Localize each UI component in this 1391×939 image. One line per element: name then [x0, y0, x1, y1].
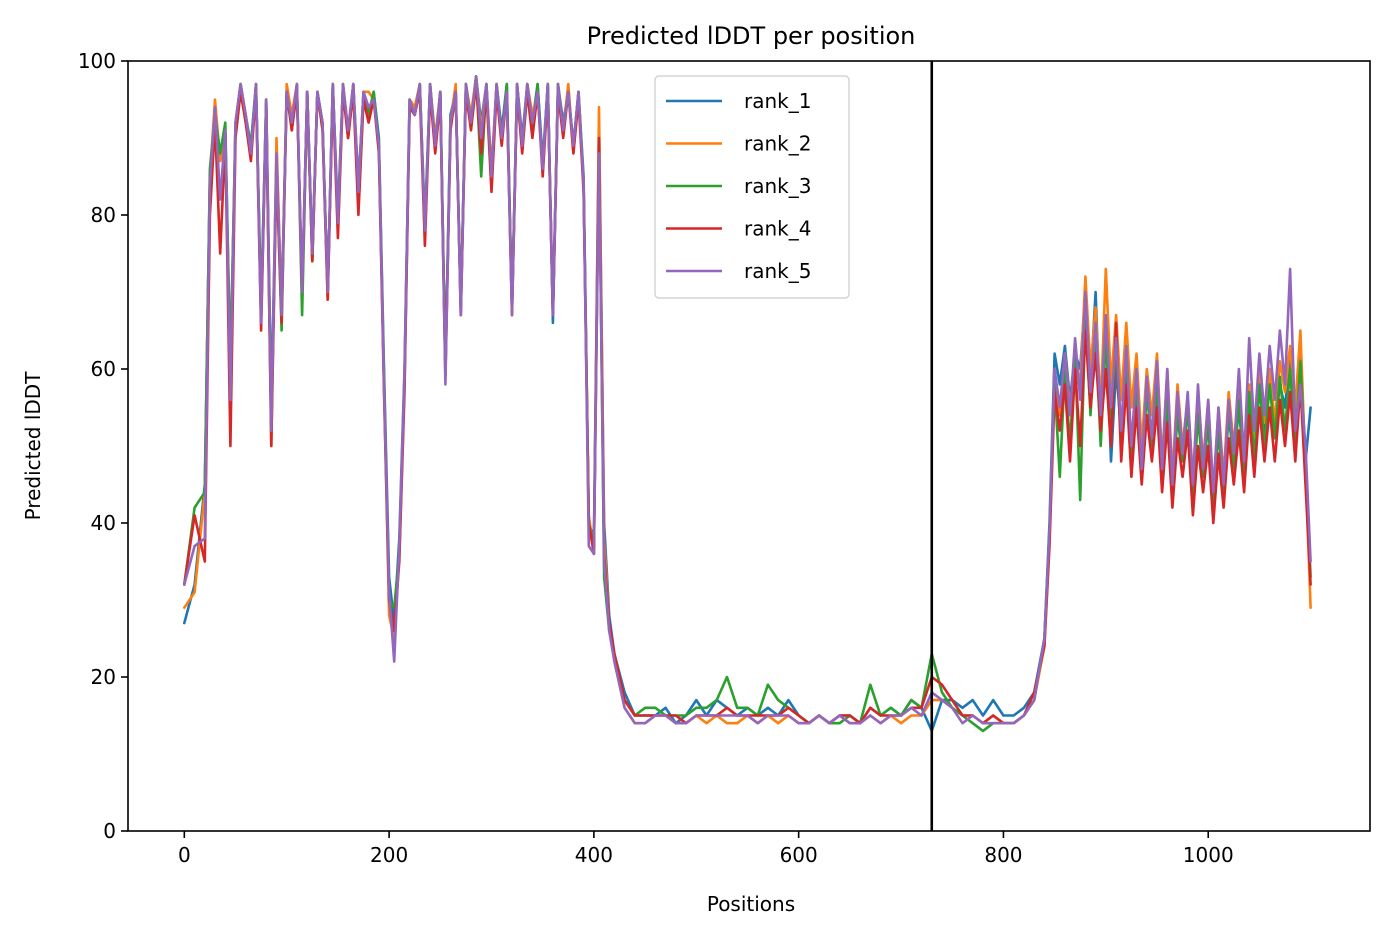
y-tick-label: 40: [91, 511, 116, 535]
y-tick-label: 20: [91, 665, 116, 689]
x-axis: 0 200 400 600 800 1000: [178, 831, 1234, 867]
x-tick-label: 800: [984, 843, 1022, 867]
y-tick-label: 80: [91, 203, 116, 227]
legend-label-rank_1: rank_1: [744, 89, 811, 113]
plot-frame: [127, 60, 1371, 832]
legend-box: [654, 75, 850, 299]
x-tick-label: 1000: [1183, 843, 1234, 867]
legend-label-rank_3: rank_3: [744, 174, 811, 198]
legend-label-rank_2: rank_2: [744, 132, 811, 156]
chart-title: Predicted lDDT per position: [587, 22, 916, 50]
x-axis-label: Positions: [707, 892, 795, 916]
x-tick-label: 600: [780, 843, 818, 867]
y-tick-label: 0: [103, 819, 116, 843]
x-tick-label: 400: [575, 843, 613, 867]
legend-label-rank_4: rank_4: [744, 217, 811, 241]
y-axis: 0 20 40 60 80 100: [78, 49, 128, 843]
x-tick-label: 200: [370, 843, 408, 867]
series-line-rank_5: [183, 75, 1312, 725]
y-axis-label: Predicted lDDT: [21, 371, 45, 521]
x-tick-label: 0: [178, 843, 191, 867]
legend: rank_1 rank_2 rank_3 rank_4 rank_5: [654, 75, 850, 299]
y-tick-label: 100: [78, 49, 116, 73]
plot-lines: [183, 75, 1312, 733]
legend-label-rank_5: rank_5: [744, 259, 811, 283]
y-tick-label: 60: [91, 357, 116, 381]
